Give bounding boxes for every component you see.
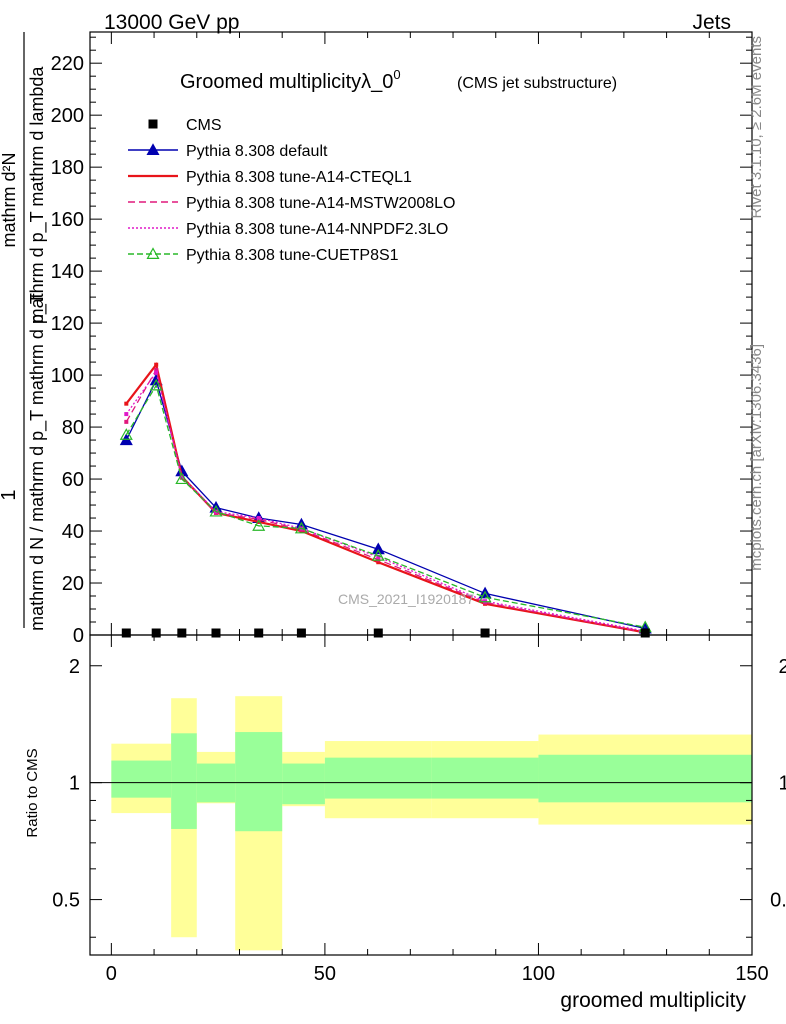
legend-entry: Pythia 8.308 tune-CUETP8S1 (128, 247, 399, 264)
series-point (175, 472, 189, 485)
ratio-plot (90, 696, 752, 951)
ratio-xlabel: groomed multiplicity (560, 989, 746, 1012)
header-right: Jets (692, 11, 731, 34)
ratio-ytick-label-right: 1 (778, 773, 786, 795)
series-point (252, 519, 266, 531)
xtick-label: 100 (522, 963, 555, 985)
legend-label: Pythia 8.308 default (186, 143, 328, 160)
data-point (373, 628, 383, 638)
series-point (149, 378, 163, 391)
legend-label: CMS (186, 117, 222, 134)
ratio-band-inner (324, 757, 432, 799)
main-ytick-label: 0 (73, 625, 84, 647)
series-point (256, 519, 261, 524)
ratio-ytick-label: 0.5 (52, 890, 80, 912)
main-ytick-label: 100 (51, 365, 84, 387)
main-subtitle: (CMS jet substructure) (457, 75, 617, 92)
ratio-ytick-label: 2 (69, 656, 80, 678)
main-ytick-label: 40 (62, 521, 84, 543)
ratio-band-inner (235, 732, 283, 832)
ratio-band-inner (538, 754, 752, 803)
data-point (177, 628, 187, 638)
series-point (376, 560, 381, 565)
data-point (211, 628, 221, 638)
series-point (376, 555, 381, 560)
ratio-ytick-label-right: 2 (778, 656, 786, 678)
ratio-frame (89, 634, 753, 956)
series-point (371, 548, 385, 561)
data-point (254, 628, 264, 638)
main-ytick-label: 140 (51, 261, 84, 283)
main-ytick-label: 160 (51, 209, 84, 231)
series-point (124, 401, 129, 406)
ylabel-right-denominator: mathrm d p_T mathrm d lambda (27, 66, 48, 324)
main-title-text: Groomed multiplicityλ_0 (180, 71, 393, 93)
ratio-band-inner (431, 757, 539, 799)
series-point (256, 516, 261, 521)
legend-label: Pythia 8.308 tune-A14-NNPDF2.3LO (186, 221, 448, 238)
watermark: CMS_2021_I1920187 (338, 591, 474, 607)
ratio-ylabel: Ratio to CMS (24, 748, 41, 837)
data-point (151, 628, 161, 638)
series-point (124, 419, 129, 424)
series-point (146, 143, 160, 155)
main-ytick-label: 60 (62, 469, 84, 491)
series-point (154, 367, 159, 372)
rivet-version: Rivet 3.1.10, ≥ 2.6M events (748, 36, 765, 219)
main-ytick-label: 220 (51, 53, 84, 75)
main-ytick-label: 200 (51, 105, 84, 127)
legend-label: Pythia 8.308 tune-A14-MSTW2008LO (186, 195, 455, 212)
data-point (480, 628, 490, 638)
ratio-band-inner (282, 763, 325, 805)
series-line (125, 368, 646, 634)
xtick-label: 150 (735, 963, 768, 985)
legend-label: Pythia 8.308 tune-CUETP8S1 (186, 247, 399, 264)
ylabel-right-numerator: mathrm d²N (0, 152, 19, 247)
legend-entry: Pythia 8.308 tune-A14-NNPDF2.3LO (128, 221, 448, 238)
main-ytick-label: 80 (62, 417, 84, 439)
main-title-superscript: 0 (393, 67, 400, 82)
data-point (296, 628, 306, 638)
series-point (371, 542, 385, 555)
main-ylabel: 1 mathrm d N / mathrm d p_T mathrm d p_T… (0, 32, 48, 631)
legend-entry: Pythia 8.308 tune-A14-CTEQL1 (128, 169, 412, 186)
legend-entry: Pythia 8.308 default (128, 143, 328, 160)
data-point (121, 628, 131, 638)
series-point (179, 474, 184, 479)
main-ytick-label: 180 (51, 157, 84, 179)
data-point (148, 119, 158, 129)
ylabel-denominator: mathrm d N / mathrm d p_T mathrm d p_T (27, 293, 48, 631)
xtick-label: 0 (106, 963, 117, 985)
series-point (146, 247, 160, 259)
mcplots-credit: mcplots.cern.ch [arXiv:1306.3436] (748, 344, 765, 571)
series-point (209, 504, 223, 517)
series-point (119, 428, 133, 440)
main-title: Groomed multiplicityλ_00 (180, 67, 401, 93)
series-point (154, 362, 159, 367)
series-point (154, 370, 159, 375)
series-point (478, 590, 492, 603)
series-line (125, 370, 646, 632)
ylabel-numerator: 1 (0, 489, 20, 500)
main-ytick-label: 20 (62, 573, 84, 595)
main-ytick-label: 120 (51, 313, 84, 335)
series-layer (119, 362, 652, 638)
legend: CMS Pythia 8.308 default Pythia 8.308 tune… (128, 117, 455, 264)
series-point (294, 521, 308, 534)
series-point (124, 412, 129, 417)
legend-label: Pythia 8.308 tune-A14-CTEQL1 (186, 169, 412, 186)
ratio-band-inner (171, 733, 197, 829)
ratio-ytick-label-right: 0.5 (770, 890, 786, 912)
ratio-band-inner (111, 760, 172, 798)
data-point (640, 628, 650, 638)
ratio-ytick-label: 1 (69, 773, 80, 795)
legend-entry: Pythia 8.308 tune-A14-MSTW2008LO (128, 195, 455, 212)
header-left: 13000 GeV pp (104, 11, 239, 34)
series-line (125, 383, 646, 628)
xtick-label: 50 (314, 963, 336, 985)
legend-entry: CMS (148, 117, 222, 134)
